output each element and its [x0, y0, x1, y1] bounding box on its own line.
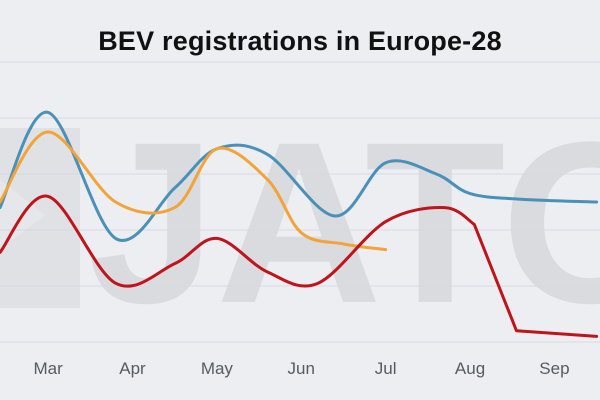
x-tick-label-aug: Aug: [455, 359, 485, 378]
series-lines: [0, 110, 599, 338]
x-axis: Mar Apr May Jun Jul Aug Sep: [33, 359, 569, 378]
x-tick-label-apr: Apr: [119, 359, 146, 378]
series-line-red: [0, 194, 599, 338]
x-tick-label-may: May: [201, 359, 234, 378]
x-tick-label-sep: Sep: [539, 359, 569, 378]
watermark: JATO: [0, 94, 600, 351]
watermark-text: JATO: [88, 94, 600, 351]
chart-title: BEV registrations in Europe-28: [98, 26, 502, 56]
series-line-blue: [0, 110, 599, 242]
x-tick-label-jul: Jul: [375, 359, 397, 378]
series-line-orange: [0, 130, 388, 252]
x-tick-label-mar: Mar: [33, 359, 63, 378]
x-tick-label-jun: Jun: [288, 359, 315, 378]
